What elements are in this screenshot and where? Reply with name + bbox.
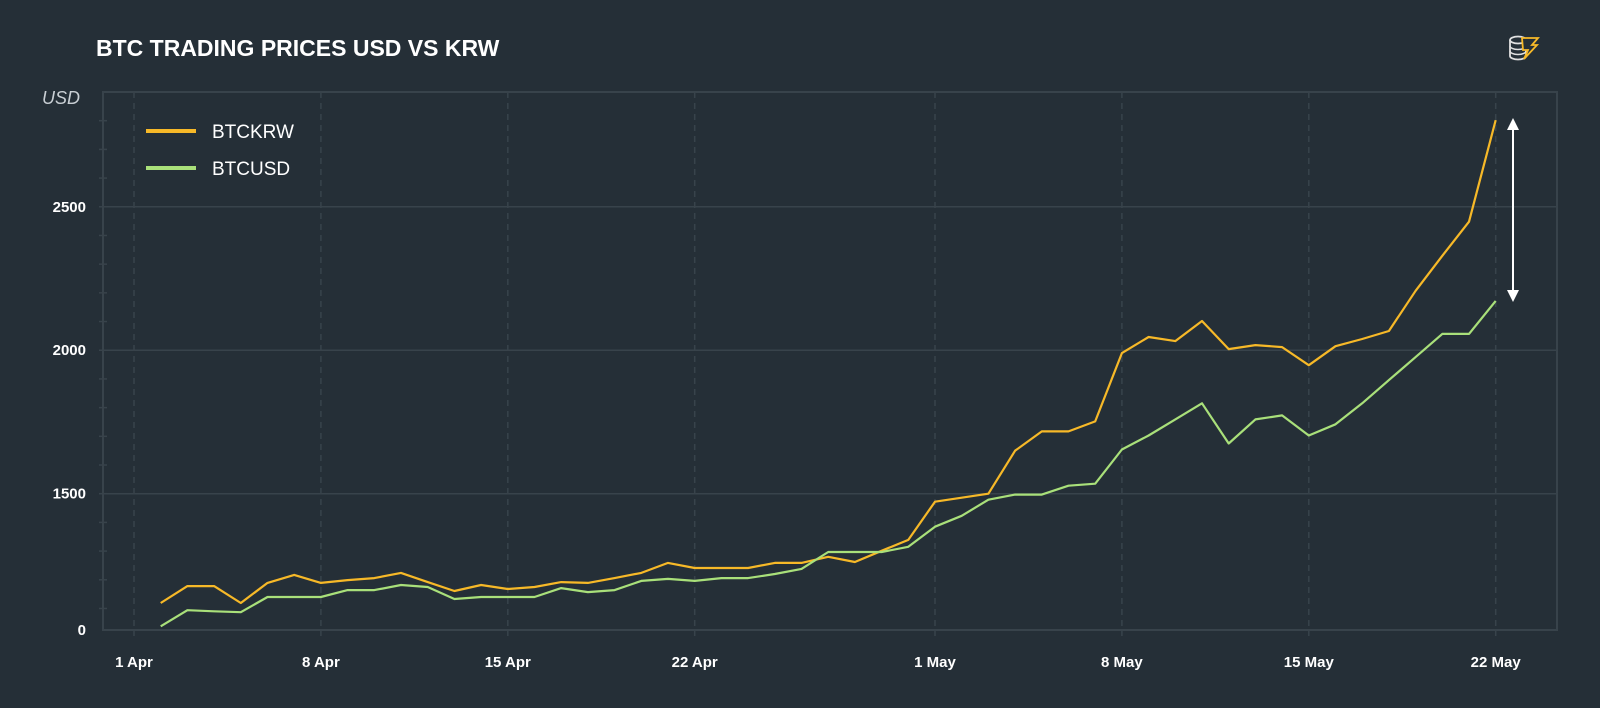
- legend: BTCKRW BTCUSD: [146, 122, 294, 180]
- x-tick-label: 1 Apr: [115, 654, 153, 671]
- y-axis-label: USD: [42, 88, 80, 108]
- x-tick-label: 15 Apr: [485, 654, 531, 671]
- chart-title: BTC TRADING PRICES USD VS KRW: [96, 35, 500, 61]
- series-lines: [160, 119, 1497, 628]
- y-tick-label: 2500: [53, 199, 86, 216]
- axes: 2500 2000 1500 0 1 Apr 8 Apr 15 Apr 22 Apr 1 May…: [53, 119, 1522, 671]
- y-tick-label: 0: [78, 622, 86, 639]
- plot-frame: [102, 91, 1558, 631]
- y-tick-label: 1500: [53, 486, 86, 503]
- x-tick-label: 15 May: [1284, 654, 1335, 671]
- x-tick-label: 8 Apr: [302, 654, 340, 671]
- x-tick-label: 22 Apr: [672, 654, 718, 671]
- x-tick-label: 22 May: [1471, 654, 1522, 671]
- logo-icon: [1509, 35, 1540, 61]
- grid: [102, 91, 1558, 636]
- series-line-btckrw: [160, 119, 1497, 605]
- legend-label-btcusd: BTCUSD: [212, 159, 290, 180]
- x-tick-label: 8 May: [1101, 654, 1143, 671]
- y-tick-label: 2000: [53, 342, 86, 359]
- spread-double-arrow: [1507, 118, 1519, 302]
- x-tick-label: 1 May: [914, 654, 956, 671]
- legend-label-btckrw: BTCKRW: [212, 122, 294, 143]
